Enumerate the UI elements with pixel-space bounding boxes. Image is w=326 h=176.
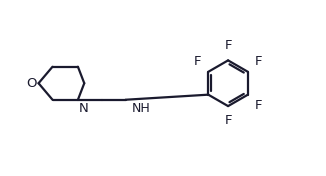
Text: N: N (79, 102, 89, 115)
Text: F: F (194, 55, 201, 68)
Text: O: O (26, 77, 36, 90)
Text: F: F (224, 114, 232, 127)
Text: NH: NH (131, 102, 150, 115)
Text: F: F (255, 55, 262, 68)
Text: F: F (224, 39, 232, 52)
Text: F: F (255, 99, 262, 112)
